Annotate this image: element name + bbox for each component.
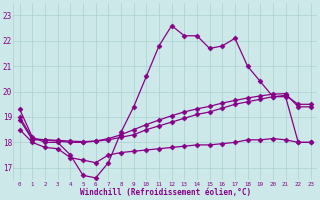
X-axis label: Windchill (Refroidissement éolien,°C): Windchill (Refroidissement éolien,°C) <box>80 188 251 197</box>
